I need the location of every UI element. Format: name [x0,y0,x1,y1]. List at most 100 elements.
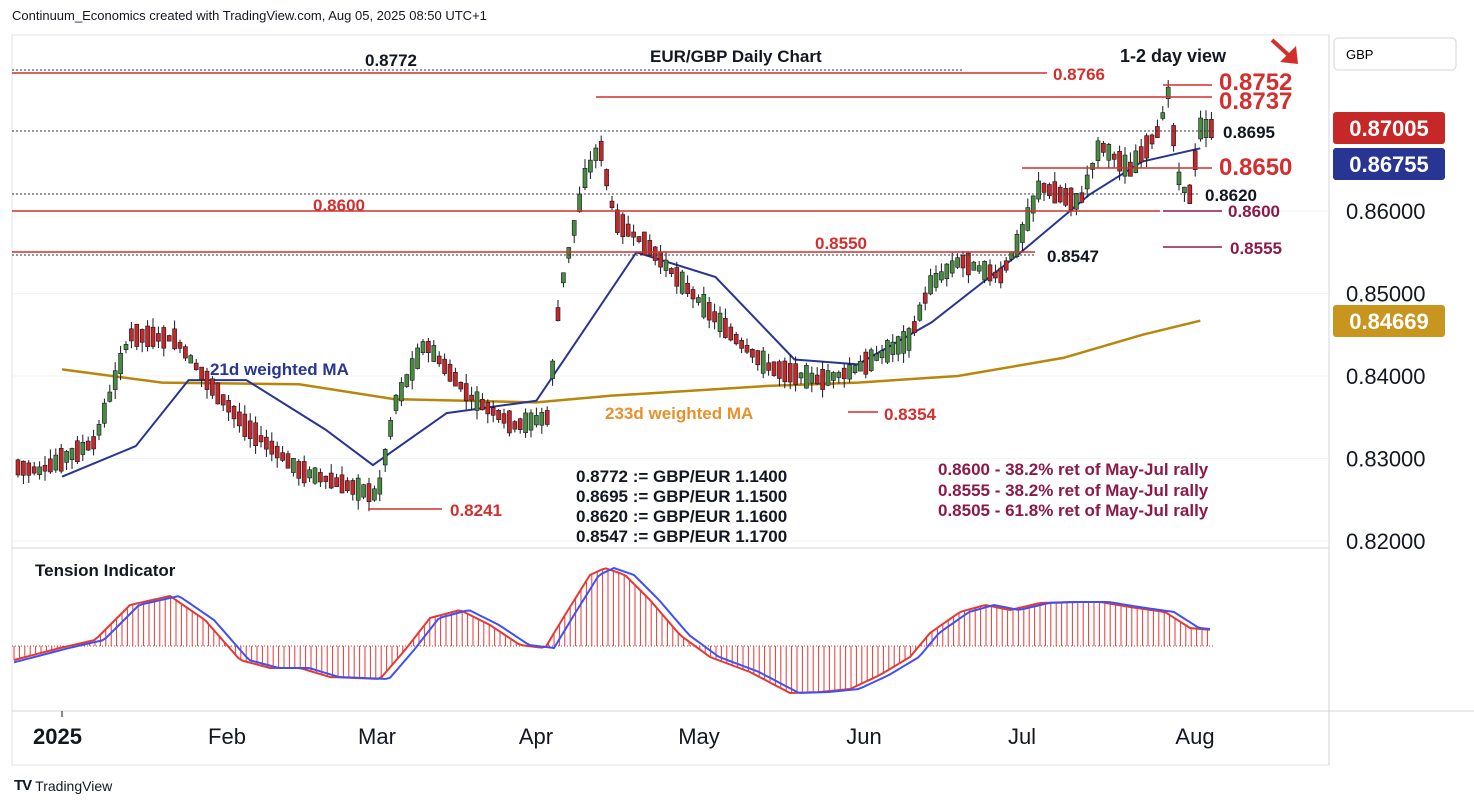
candle [199,366,204,380]
last-price-value: 0.87005 [1349,116,1429,141]
candle [85,440,91,451]
currency-box[interactable] [1333,37,1457,71]
candle [755,350,761,366]
candle [1003,260,1009,271]
candle [917,304,923,321]
candle [955,257,960,268]
footer: TV TradingView [14,777,112,794]
plot-frame [11,34,1330,766]
level-8766-label: 0.8766 [1053,65,1105,84]
candle [782,360,788,383]
candle [1025,207,1031,231]
candle [145,325,150,348]
conversion-line: 0.8695 := GBP/EUR 1.1500 [576,487,787,506]
candle [463,383,469,401]
level-8695-label: 0.8695 [1223,123,1275,142]
candle [312,467,318,484]
candle [901,331,906,354]
candle [64,451,69,463]
candle [409,358,415,381]
year-label: 2025 [33,724,82,749]
candle [831,372,836,381]
candle [447,364,453,382]
candle [285,453,291,469]
candle [750,348,755,358]
candle [982,261,987,281]
candle [507,410,512,434]
candle [242,413,248,437]
candle [296,461,302,479]
candle [787,363,793,383]
candle [431,345,437,362]
candle [971,261,977,271]
ma21-price-value: 0.86755 [1349,152,1429,177]
currency-label: GBP [1346,47,1373,62]
candle [361,484,366,498]
candle [858,360,863,372]
candle [307,469,312,479]
candle [37,466,42,476]
candle [264,436,269,450]
retracement-notes: 0.8600 - 38.2% ret of May-Jul rally 0.85… [938,460,1209,520]
candle [550,360,555,379]
candle [696,297,701,303]
candle [868,349,874,371]
indicator-slow-line [13,566,1211,694]
candle [161,327,167,349]
month-label: May [678,724,720,749]
candle [1176,171,1182,185]
candle [1090,162,1095,170]
price-axis: 0.86000 0.85000 0.84000 0.83000 0.82000 [12,199,1426,554]
candle [944,263,950,280]
candle [517,418,523,430]
candle [976,265,982,272]
candle [253,422,258,447]
candle [523,412,528,434]
fib-8555-label: 0.8555 [1230,239,1282,258]
candle [739,340,744,349]
candle [1084,174,1090,190]
candle [129,328,134,342]
candle [712,311,717,323]
candle [58,448,64,472]
candle [274,445,280,459]
candle [906,328,912,351]
candle [501,413,507,424]
candle [836,372,842,378]
candle [922,292,928,304]
candle [193,362,199,370]
candle [1014,233,1020,257]
candle [841,367,847,380]
candle [237,411,242,427]
candle [652,246,658,261]
candle [480,398,485,411]
candle [53,454,59,471]
candle [215,382,221,405]
candle [172,328,177,350]
candle [804,365,809,389]
month-label: Aug [1175,724,1214,749]
candle [625,223,631,237]
candle [166,335,172,342]
candle [436,355,442,365]
month-label: Mar [358,724,396,749]
candle [91,436,96,450]
candle [663,259,669,271]
candle [847,364,852,380]
candle [949,260,955,274]
candle [1020,224,1025,243]
candle [895,336,901,355]
price-tick-label: 0.83000 [1346,447,1426,472]
candle [1095,140,1101,162]
candle [777,361,782,379]
candle [528,412,534,431]
candle [1138,146,1144,163]
candle [183,346,188,359]
candle [825,370,831,386]
candle [582,167,588,189]
candle [890,341,896,355]
candle [399,382,404,402]
candle [1111,153,1117,160]
candle [685,282,690,294]
